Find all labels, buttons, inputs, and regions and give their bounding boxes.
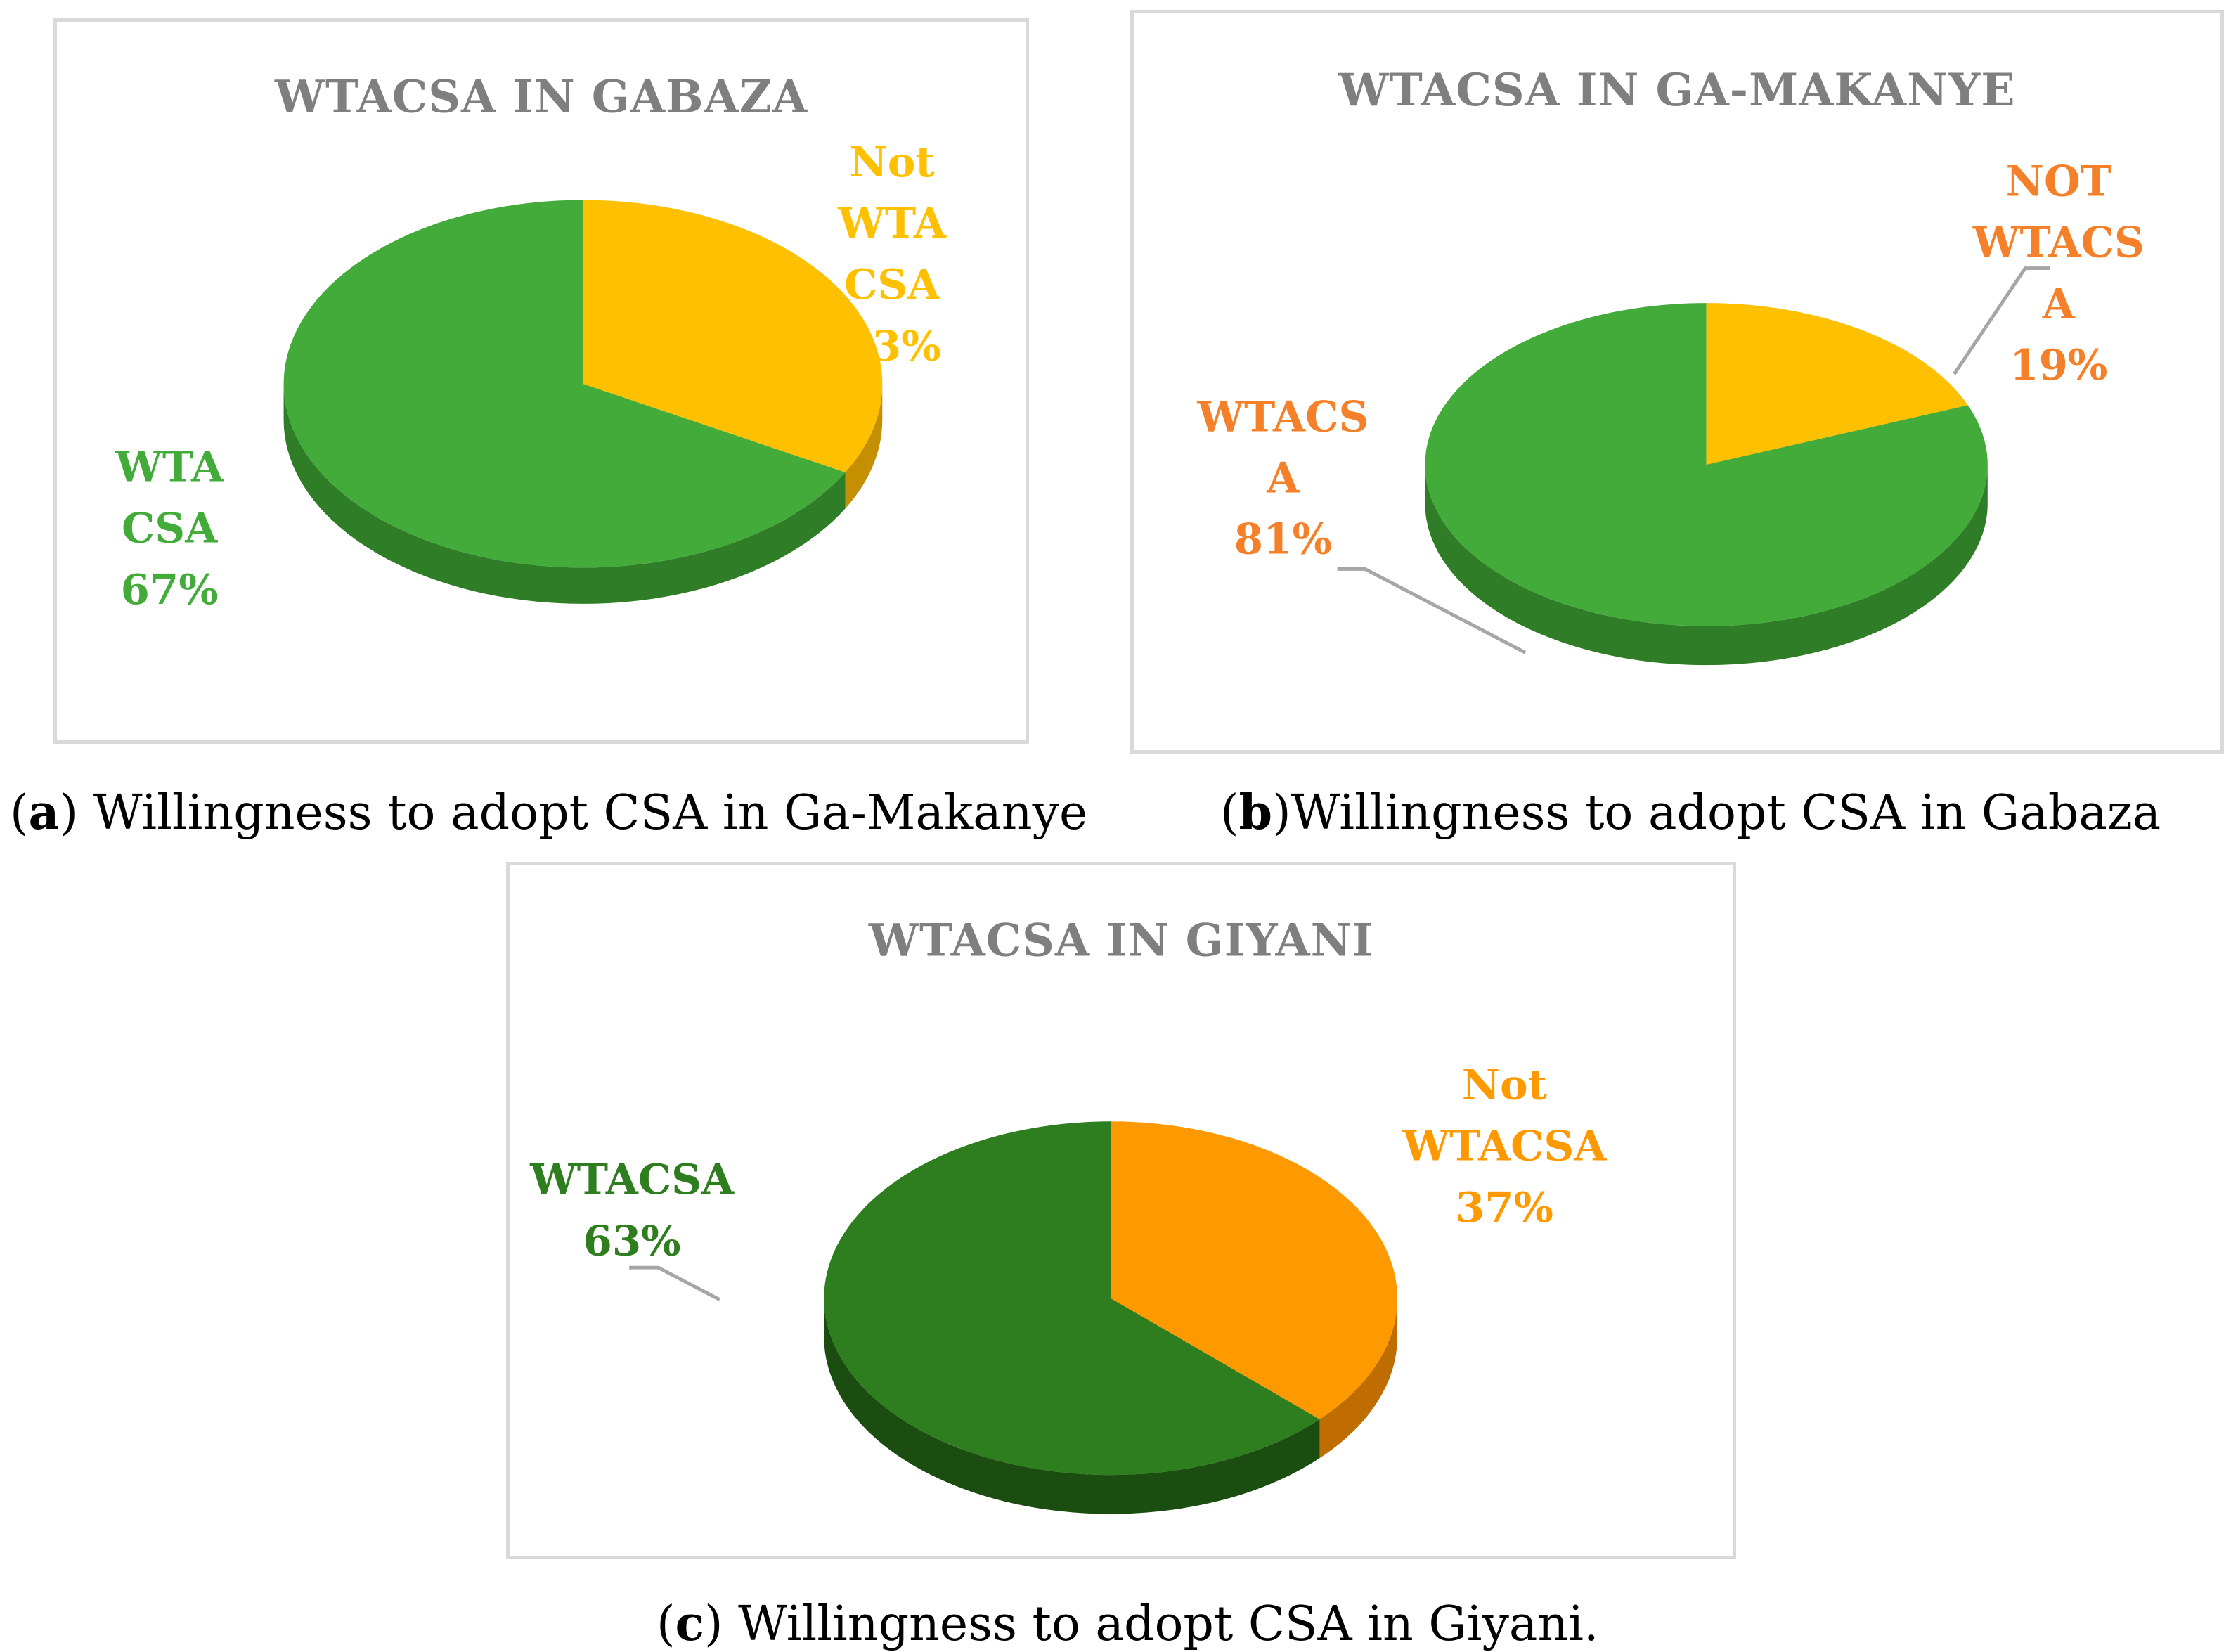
pie-side-wtacsa — [824, 1298, 1320, 1514]
pie-slice-wtacsa — [1425, 303, 1988, 626]
caption-b: (b)Willingness to adopt CSA in Gabaza — [1220, 785, 2161, 841]
leader-line-wtacsa — [1337, 567, 1527, 654]
caption-a-letter: a — [28, 785, 60, 841]
caption-c-letter: c — [675, 1596, 704, 1652]
pie-chart-gabaza: WTACSA IN GABAZA WTA CSA 67% Not WTA CSA 33% — [115, 70, 947, 614]
chart-title-ga-makanye: WTACSA IN GA-MAKANYE — [1338, 63, 2015, 116]
pie-slice-not-wtacsa — [1706, 303, 1968, 465]
chart-panel-gabaza: WTACSA IN GABAZA WTA CSA 67% Not WTA CSA 33% — [53, 18, 1029, 744]
leader-line-wtacsa — [629, 1265, 720, 1301]
caption-b-letter: b — [1238, 785, 1273, 841]
pie-slice-not-wtacsa — [1111, 1121, 1397, 1419]
pie-chart-ga-makanye: WTACSA IN GA-MAKANYE WTACS A 81% NOT WTACS A 1… — [1196, 63, 2145, 666]
data-label-wta-csa: WTA CSA 67% — [115, 443, 224, 614]
pie-side-wtacsa — [1425, 464, 1988, 666]
pie-slice-wta-csa — [283, 200, 846, 568]
data-label-wtacsa: WTACS A 81% — [1196, 392, 1369, 564]
data-label-not-wta-csa: Not WTA CSA 33% — [837, 138, 947, 370]
caption-b-text: )Willingness to adopt CSA in Gabaza — [1272, 785, 2161, 841]
data-label-not-wtacsa: Not WTACSA 37% — [1402, 1061, 1608, 1232]
pie-chart-giyani: WTACSA IN GIYANI WTACSA 63% Not WTACSA 37% — [529, 915, 1608, 1514]
pie-slice-not-wta-csa — [583, 200, 883, 472]
chart-panel-ga-makanye: WTACSA IN GA-MAKANYE WTACS A 81% NOT WTACS A 1… — [1130, 10, 2224, 754]
caption-c: (c) Willingness to adopt CSA in Giyani. — [656, 1596, 1599, 1652]
data-label-not-wtacsa: NOT WTACS A 19% — [1972, 157, 2145, 391]
pie-side-not-wta-csa — [845, 383, 883, 509]
chart-title-gabaza: WTACSA IN GABAZA — [274, 70, 808, 123]
pie-side-wta-csa — [283, 383, 846, 604]
caption-c-text: ) Willingness to adopt CSA in Giyani. — [704, 1596, 1599, 1652]
leader-line-not-wtacsa — [1953, 266, 2050, 375]
caption-a: (a) Willingness to adopt CSA in Ga-Makan… — [10, 785, 1088, 841]
pie-slice-wtacsa — [824, 1121, 1320, 1476]
data-label-wtacsa: WTACSA 63% — [529, 1155, 735, 1265]
pie-side-not-wtacsa — [1319, 1298, 1397, 1459]
caption-a-text: ) Willingness to adopt CSA in Ga-Makanye — [59, 785, 1088, 841]
chart-title-giyani: WTACSA IN GIYANI — [868, 915, 1373, 967]
chart-panel-giyani: WTACSA IN GIYANI WTACSA 63% Not WTACSA 37% — [506, 862, 1736, 1559]
